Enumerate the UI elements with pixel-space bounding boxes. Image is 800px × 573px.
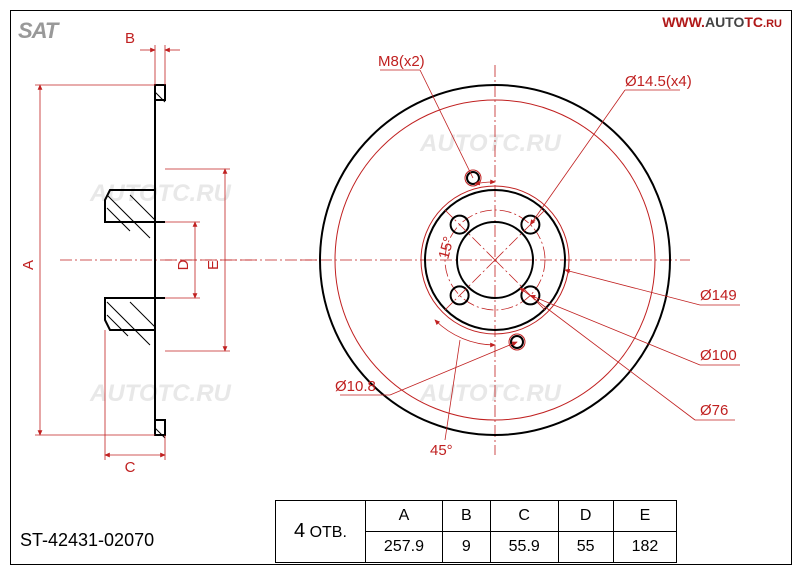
svg-text:Ø76: Ø76 — [700, 402, 728, 419]
val-B: 9 — [442, 532, 490, 563]
col-B: B — [442, 501, 490, 532]
dimension-table: 4 ОТВ. A B C D E 257.9 9 55.9 55 182 — [275, 500, 677, 563]
svg-text:45°: 45° — [430, 442, 453, 459]
svg-text:D: D — [175, 259, 192, 270]
svg-text:Ø149: Ø149 — [700, 287, 737, 304]
val-D: 55 — [558, 532, 613, 563]
col-C: C — [490, 501, 558, 532]
svg-text:Ø14.5(x4): Ø14.5(x4) — [625, 73, 692, 90]
val-C: 55.9 — [490, 532, 558, 563]
col-A: A — [365, 501, 442, 532]
front-view: M8(x2) Ø14.5(x4) Ø149 Ø100 Ø76 Ø10.8 45°… — [165, 53, 740, 459]
svg-text:B: B — [125, 30, 135, 47]
holes-cell: 4 ОТВ. — [276, 501, 366, 563]
svg-text:C: C — [125, 459, 136, 476]
svg-text:E: E — [205, 260, 222, 270]
svg-text:M8(x2): M8(x2) — [378, 53, 425, 70]
col-D: D — [558, 501, 613, 532]
svg-text:Ø10.8: Ø10.8 — [335, 378, 376, 395]
svg-text:A: A — [20, 260, 37, 270]
part-number: ST-42431-02070 — [20, 530, 154, 551]
val-E: 182 — [613, 532, 677, 563]
svg-text:Ø100: Ø100 — [700, 347, 737, 364]
side-view: A B C D E — [20, 30, 260, 476]
col-E: E — [613, 501, 677, 532]
svg-text:15°: 15° — [435, 235, 457, 261]
val-A: 257.9 — [365, 532, 442, 563]
drawing-svg: A B C D E — [0, 0, 800, 573]
